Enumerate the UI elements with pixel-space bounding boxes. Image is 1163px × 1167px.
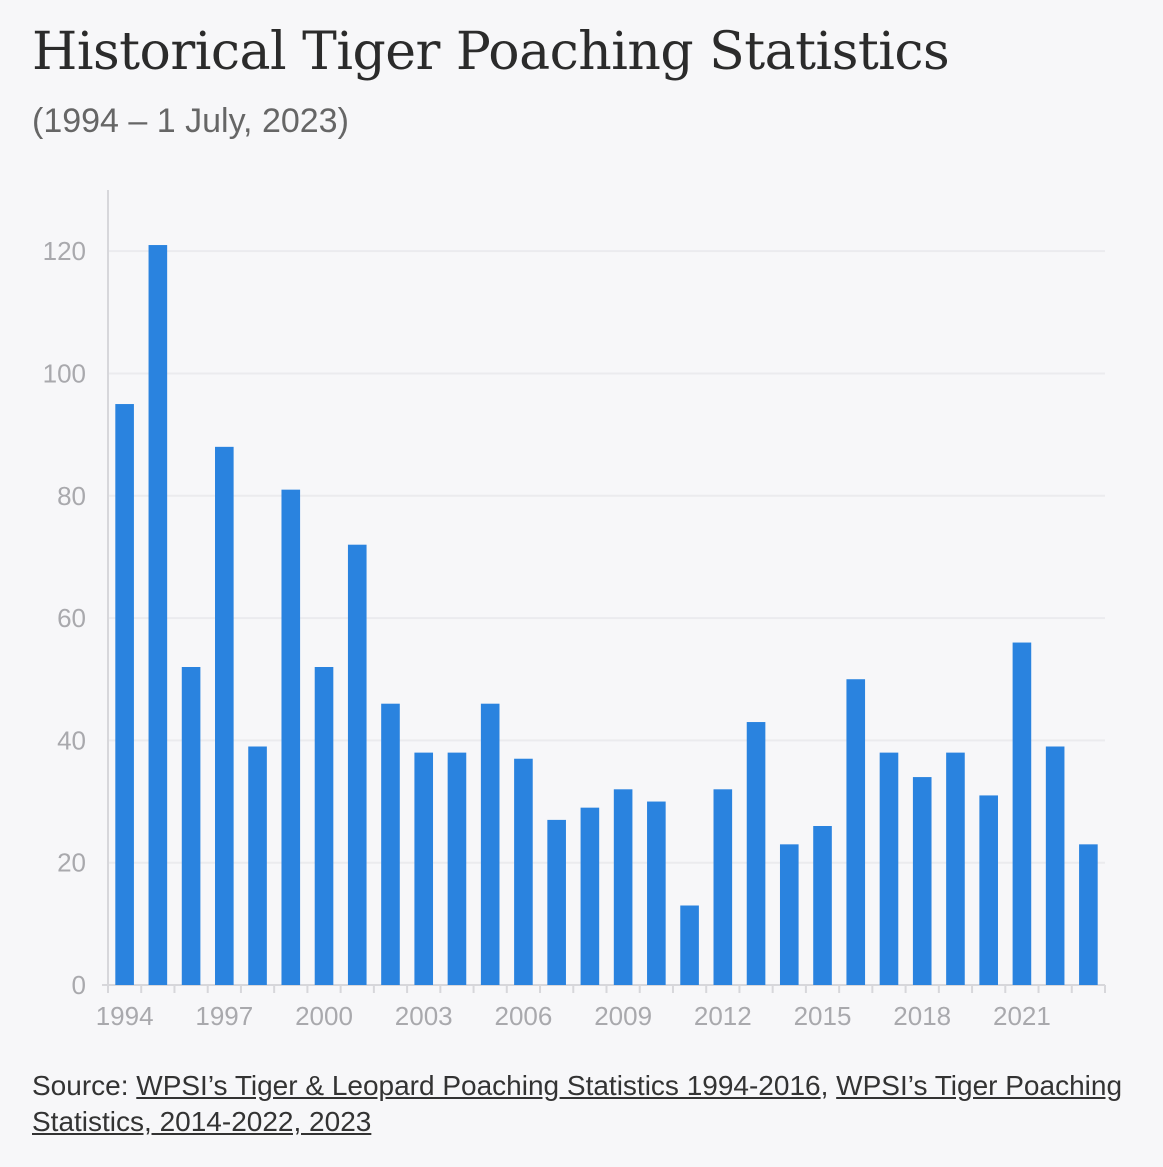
bar [1079,844,1098,985]
bar [1045,746,1065,985]
bar [248,746,267,985]
x-tick-label: 2000 [295,1001,353,1031]
bar [979,795,998,985]
bar [381,703,400,985]
bar [746,722,766,985]
bar [414,752,434,985]
bar [347,544,367,985]
bar [314,667,334,985]
y-tick-label: 20 [57,848,86,878]
bar [680,905,699,985]
bar [613,789,633,985]
bar [547,819,566,985]
x-tick-label: 1994 [96,1001,154,1031]
bar [912,777,932,985]
bar [115,404,134,985]
bar [480,703,500,985]
x-tick-label: 1997 [195,1001,253,1031]
bar [447,752,467,985]
bar [215,446,234,985]
bar [148,245,168,985]
source-note: Source: WPSI’s Tiger & Leopard Poaching … [32,1068,1132,1140]
bar [647,801,666,985]
x-tick-label: 2021 [993,1001,1051,1031]
y-tick-label: 80 [57,481,86,511]
y-tick-label: 120 [43,236,86,266]
x-tick-label: 2015 [794,1001,852,1031]
x-tick-label: 2018 [893,1001,951,1031]
bar [846,679,866,985]
bar [181,667,201,985]
source-link-2[interactable]: WPSI’s Tiger Poaching Statistics, 2014-2… [32,1070,1123,1137]
source-link-1[interactable]: WPSI’s Tiger & Leopard Poaching Statisti… [136,1070,821,1101]
bar [281,489,301,985]
chart-subtitle: (1994 – 1 July, 2023) [32,102,349,140]
x-tick-label: 2009 [594,1001,652,1031]
bar [1012,642,1032,985]
y-tick-label: 40 [57,725,86,755]
x-tick-label: 2012 [694,1001,752,1031]
source-prefix: Source: [32,1070,137,1101]
x-tick-label: 2003 [395,1001,453,1031]
bar [946,752,965,985]
source-separator: , [820,1070,837,1101]
bar [713,789,733,985]
bar [779,844,799,985]
y-tick-label: 60 [57,603,86,633]
bar [580,807,600,985]
bar [879,752,899,985]
y-tick-label: 0 [72,970,86,1000]
bar [514,758,533,985]
bar-chart: 0 20 40 60 80 100 120 1994 1997 2000 2003 2006 2009 2… [43,190,1106,1031]
y-tick-label: 100 [43,358,86,388]
chart-title: Historical Tiger Poaching Statistics [32,22,950,82]
x-tick-label: 2006 [494,1001,552,1031]
bar [813,826,832,985]
